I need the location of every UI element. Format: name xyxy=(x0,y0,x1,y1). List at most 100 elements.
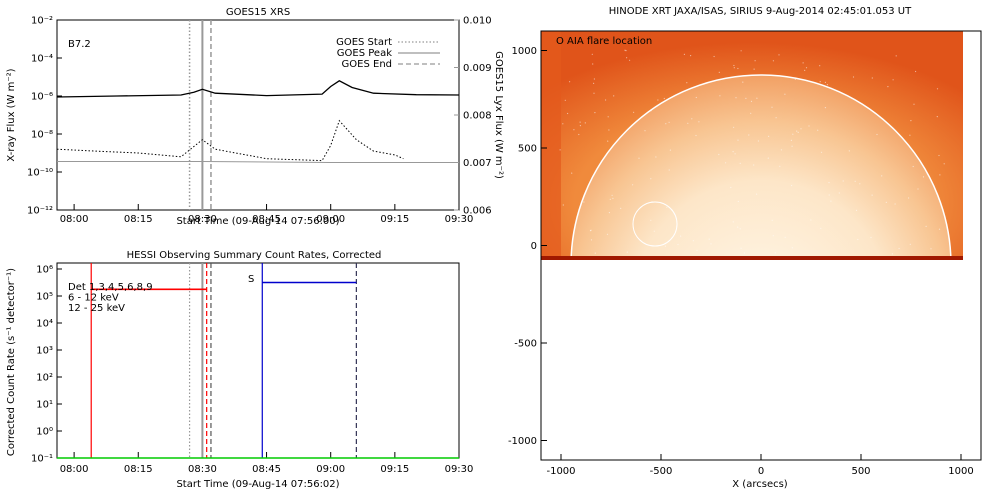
xrt-speckle xyxy=(569,81,571,83)
goes-y-tick-label: 10⁻¹⁰ xyxy=(27,168,53,179)
hessi-x-tick-label: 08:45 xyxy=(252,464,281,475)
xrt-y-axis: -1000 -500 0 500 1000 xyxy=(508,46,547,447)
xrt-speckle xyxy=(664,245,667,247)
xrt-speckle xyxy=(737,226,739,228)
xrt-speckle xyxy=(653,230,655,232)
xrt-speckle xyxy=(559,149,561,151)
xrt-speckle xyxy=(912,165,914,168)
xrt-speckle xyxy=(733,126,735,128)
xrt-speckle xyxy=(669,149,672,151)
xrt-speckle xyxy=(870,236,872,239)
xrt-solar-disk xyxy=(570,74,952,260)
xrt-speckle xyxy=(665,123,667,125)
xrt-speckle xyxy=(784,236,786,238)
xrt-speckle xyxy=(608,212,611,214)
xrt-speckle xyxy=(683,53,686,56)
xrt-speckle xyxy=(713,55,715,58)
xrt-speckle xyxy=(692,240,695,242)
xrt-speckle xyxy=(824,81,827,83)
xrt-speckle xyxy=(774,252,776,254)
xrt-speckle xyxy=(820,151,823,153)
xrt-speckle xyxy=(567,112,569,115)
goes-y2label: GOES15 Lyx Flux (W m⁻²) xyxy=(493,51,504,179)
goes-y2-tick-label: 0.008 xyxy=(463,111,492,122)
xrt-speckle xyxy=(871,77,873,79)
hessi-title: HESSI Observing Summary Count Rates, Cor… xyxy=(127,250,382,261)
xrt-speckle xyxy=(876,133,878,136)
xrt-speckle xyxy=(608,129,610,131)
xrt-speckle xyxy=(891,253,894,255)
xrt-speckle xyxy=(612,197,614,199)
hessi-legend-label: 12 - 25 keV xyxy=(68,303,125,314)
hessi-legend-label: Det 1,3,4,5,6,8,9 xyxy=(68,282,153,293)
hessi-series-group xyxy=(57,281,459,459)
xrt-speckle xyxy=(584,122,586,124)
xrt-speckle xyxy=(925,225,927,227)
xrt-speckle xyxy=(732,151,734,153)
xrt-image xyxy=(541,31,963,260)
xrt-speckle xyxy=(742,81,744,83)
xrt-speckle xyxy=(819,65,821,67)
xrt-speckle xyxy=(718,153,720,156)
xrt-speckle xyxy=(606,233,609,235)
xrt-speckle xyxy=(583,201,585,203)
goes-series-line-1 xyxy=(56,119,404,162)
xrt-speckle xyxy=(687,122,689,124)
goes-title: GOES15 XRS xyxy=(226,7,290,18)
xrt-speckle xyxy=(607,140,609,142)
xrt-speckle xyxy=(917,188,919,190)
xrt-speckle xyxy=(650,178,652,180)
goes-x-tick-label: 09:15 xyxy=(380,214,409,225)
xrt-speckle xyxy=(857,238,859,241)
xrt-speckle xyxy=(632,184,634,186)
xrt-speckle xyxy=(578,133,580,136)
xrt-speckle xyxy=(591,53,593,55)
xrt-speckle xyxy=(680,235,682,237)
hessi-y-axis: 10⁻¹ 10⁰ 10¹ 10² 10³ 10⁴ 10⁵ 10⁶ xyxy=(31,265,62,465)
xrt-speckle xyxy=(775,117,777,119)
xrt-speckle xyxy=(579,125,582,127)
xrt-speckle xyxy=(743,252,746,254)
xrt-speckle xyxy=(625,50,627,52)
xrt-speckle xyxy=(768,135,770,137)
xrt-speckle xyxy=(817,129,819,131)
xrt-speckle xyxy=(668,121,670,123)
xrt-speckle xyxy=(650,219,652,221)
xrt-speckle xyxy=(824,107,827,109)
xrt-speckle xyxy=(881,175,883,177)
xrt-speckle xyxy=(740,50,742,52)
xrt-corona-left-edge xyxy=(541,31,561,260)
hessi-ylabel: Corrected Count Rate (s⁻¹ detector⁻¹) xyxy=(6,268,17,456)
xrt-speckle xyxy=(797,131,799,133)
xrt-speckle xyxy=(800,128,802,130)
xrt-speckle xyxy=(644,130,646,132)
xrt-annotation: O AIA flare location xyxy=(556,36,652,47)
xrt-speckle xyxy=(607,116,609,118)
xrt-speckle xyxy=(710,243,712,245)
xrt-speckle xyxy=(938,228,941,230)
xrt-speckle xyxy=(922,176,925,178)
xrt-y-tick-label: 500 xyxy=(518,144,537,155)
hessi-y-tick-label: 10⁶ xyxy=(36,265,53,276)
hessi-y-tick-label: 10⁵ xyxy=(36,292,53,303)
xrt-speckle xyxy=(732,221,734,223)
goes-ylabel: X-ray Flux (W m⁻²) xyxy=(6,68,17,161)
xrt-speckle xyxy=(828,182,830,184)
xrt-speckle xyxy=(805,67,808,69)
xrt-speckle xyxy=(668,169,670,171)
xrt-speckle xyxy=(624,49,626,51)
hessi-x-tick-label: 08:00 xyxy=(60,464,89,475)
xrt-speckle xyxy=(663,97,665,100)
xrt-speckle xyxy=(733,67,735,69)
xrt-speckle xyxy=(913,103,915,105)
xrt-speckle xyxy=(691,118,693,120)
xrt-speckle xyxy=(887,86,889,88)
xrt-speckle xyxy=(810,219,812,221)
aia-flare-location-marker xyxy=(632,201,678,247)
xrt-speckle xyxy=(828,194,830,196)
goes-x-tick-label: 08:00 xyxy=(60,214,89,225)
xrt-xlabel: X (arcsecs) xyxy=(732,479,788,490)
xrt-speckle xyxy=(892,79,894,81)
xrt-speckle xyxy=(690,55,692,57)
